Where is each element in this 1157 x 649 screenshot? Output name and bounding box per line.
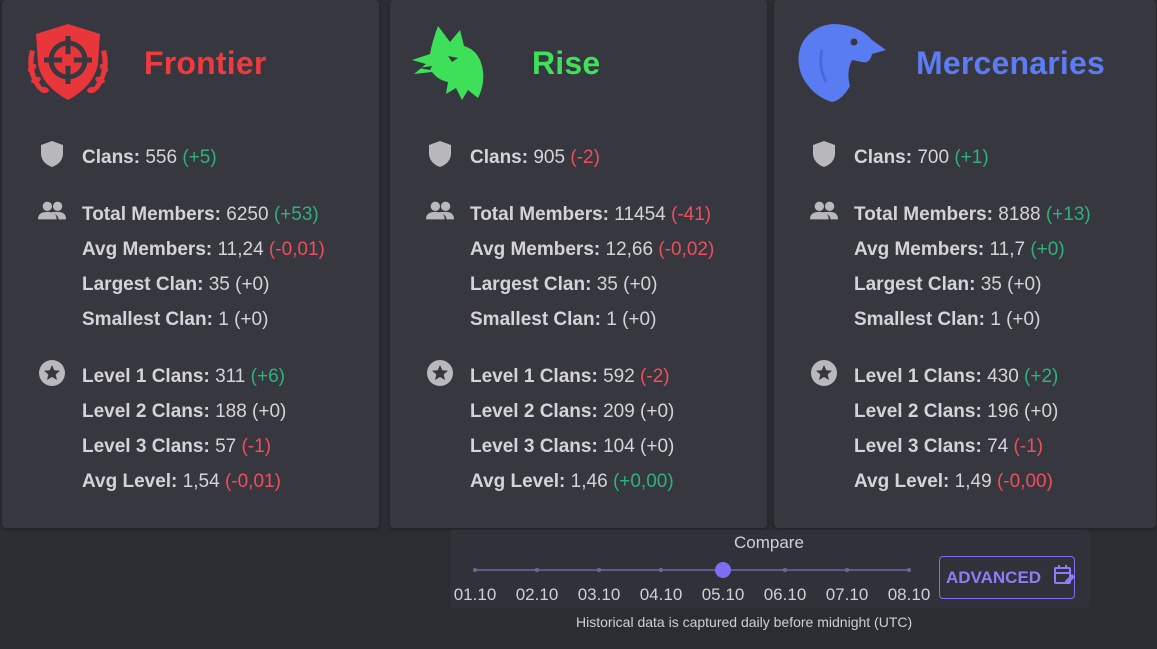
slider-track[interactable] [475,569,909,571]
stat-row: Level 3 Clans: 74 (-1) [854,436,1044,457]
stat-row: Largest Clan: 35 (+0) [82,274,270,295]
date-label: 05.10 [701,585,745,604]
faction-stats: Clans: 556 (+5) Total Members: 6250 (+53… [38,140,369,521]
stat-row: Level 2 Clans: 196 (+0) [854,401,1059,422]
advanced-label: ADVANCED [946,567,1042,587]
faction-stats: Clans: 905 (-2) Total Members: 11454 (-4… [426,140,757,521]
date-label: 06.10 [763,585,807,604]
stat-row: Largest Clan: 35 (+0) [854,274,1042,295]
faction-card-frontier: Frontier Clans: 556 (+5) Total Members: … [2,0,379,528]
slider-tick[interactable] [845,568,849,572]
clans-group: Clans: 905 (-2) [426,140,757,175]
stat-row: Level 1 Clans: 311 (+6) [82,366,285,387]
star-circle-icon [38,359,66,387]
stat-row: Clans: 700 (+1) [854,147,989,168]
stat-row: Level 3 Clans: 57 (-1) [82,436,272,457]
faction-header: Mercenaries [792,18,1105,108]
shield-icon [810,140,838,168]
slider-tick[interactable] [597,568,601,572]
stat-row: Avg Members: 11,24 (-0,01) [82,239,325,260]
stat-row: Avg Members: 12,66 (-0,02) [470,239,715,260]
slider-tick[interactable] [473,568,477,572]
members-group: Total Members: 6250 (+53) Avg Members: 1… [38,197,369,337]
people-icon [810,197,838,225]
date-label: 03.10 [577,585,621,604]
people-icon [38,197,66,225]
faction-header: Rise [408,18,600,108]
date-label: 08.10 [887,585,931,604]
stat-row: Clans: 905 (-2) [470,147,600,168]
faction-name: Mercenaries [916,44,1105,81]
date-slider[interactable] [473,562,911,578]
advanced-button[interactable]: ADVANCED [939,556,1076,599]
stat-row: Total Members: 6250 (+53) [82,204,319,225]
faction-card-mercenaries: Mercenaries Clans: 700 (+1) Total Member… [774,0,1156,528]
stat-row: Total Members: 8188 (+13) [854,204,1091,225]
crosshair-shield-icon [20,20,116,106]
stat-row: Level 3 Clans: 104 (+0) [470,436,675,457]
date-label: 01.10 [453,585,497,604]
shield-icon [426,140,454,168]
stat-row: Level 2 Clans: 188 (+0) [82,401,287,422]
slider-thumb[interactable] [715,562,731,578]
footnote: Historical data is captured daily before… [576,614,913,630]
slider-tick[interactable] [907,568,911,572]
stat-row: Avg Level: 1,49 (-0,00) [854,471,1053,492]
shield-icon [38,140,66,168]
stat-row: Level 1 Clans: 592 (-2) [470,366,670,387]
date-label: 07.10 [825,585,869,604]
eagle-head-icon [792,20,888,106]
stat-row: Smallest Clan: 1 (+0) [854,309,1041,330]
levels-group: Level 1 Clans: 592 (-2) Level 2 Clans: 2… [426,359,757,499]
levels-group: Level 1 Clans: 311 (+6) Level 2 Clans: 1… [38,359,369,499]
date-label: 04.10 [639,585,683,604]
members-group: Total Members: 11454 (-41) Avg Members: … [426,197,757,337]
faction-name: Rise [532,44,601,81]
stat-row: Smallest Clan: 1 (+0) [470,309,657,330]
members-group: Total Members: 8188 (+13) Avg Members: 1… [810,197,1146,337]
clans-group: Clans: 556 (+5) [38,140,369,175]
calendar-edit-icon [1053,564,1076,591]
stat-row: Avg Level: 1,54 (-0,01) [82,471,281,492]
stat-row: Avg Members: 11,7 (+0) [854,239,1065,260]
slider-tick[interactable] [659,568,663,572]
stat-row: Level 1 Clans: 430 (+2) [854,366,1059,387]
people-icon [426,197,454,225]
stat-row: Largest Clan: 35 (+0) [470,274,658,295]
compare-panel: Compare 01.10 02.10 03.10 04.10 05.10 06.10 07… [450,530,1090,608]
date-label: 02.10 [515,585,559,604]
stat-row: Clans: 556 (+5) [82,147,217,168]
levels-group: Level 1 Clans: 430 (+2) Level 2 Clans: 1… [810,359,1146,499]
slider-tick[interactable] [535,568,539,572]
faction-name: Frontier [144,44,267,81]
faction-card-rise: Rise Clans: 905 (-2) Total Members: 1145… [390,0,767,528]
stat-row: Avg Level: 1,46 (+0,00) [470,471,674,492]
star-circle-icon [426,359,454,387]
stat-row: Total Members: 11454 (-41) [470,204,712,225]
wolf-head-icon [408,20,504,106]
stat-row: Level 2 Clans: 209 (+0) [470,401,675,422]
clans-group: Clans: 700 (+1) [810,140,1146,175]
slider-tick[interactable] [783,568,787,572]
faction-stats: Clans: 700 (+1) Total Members: 8188 (+13… [810,140,1146,521]
compare-title: Compare [734,533,804,552]
faction-header: Frontier [20,18,267,108]
star-circle-icon [810,359,838,387]
stat-row: Smallest Clan: 1 (+0) [82,309,269,330]
